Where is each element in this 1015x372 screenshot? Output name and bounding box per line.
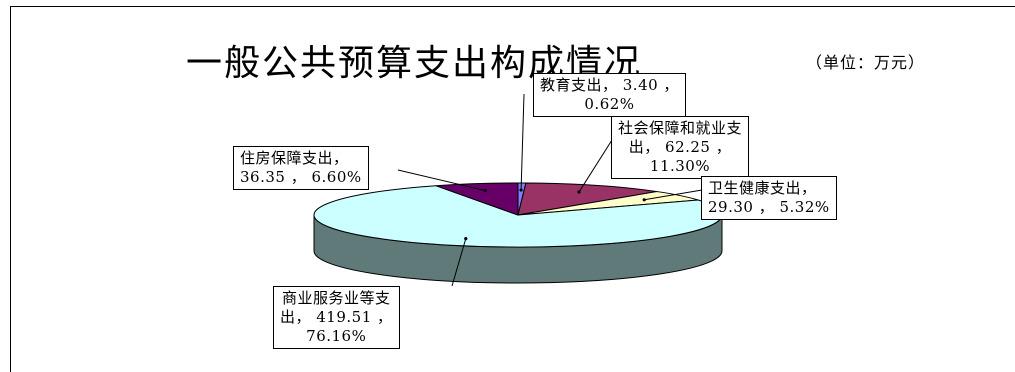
label-education: 教育支出， 3.40 ， 0.62% xyxy=(533,73,686,117)
label-health: 卫生健康支出， 29.30 ， 5.32% xyxy=(701,176,837,220)
leader-line-1 xyxy=(578,139,613,193)
unit-note: （单位：万元） xyxy=(806,53,926,72)
label-commerce-line3: 76.16% xyxy=(306,327,367,345)
label-commerce-line1: 商业服务业等支 xyxy=(282,289,391,307)
label-social-security: 社会保障和就业支 出， 62.25 ， 11.30% xyxy=(611,116,750,179)
leader-dot-4 xyxy=(483,188,487,193)
pie-slice-3 xyxy=(313,185,723,248)
frame-top-border xyxy=(10,6,1015,7)
label-health-line2: 29.30 ， 5.32% xyxy=(708,198,830,216)
leader-dot-0 xyxy=(519,188,523,192)
label-commerce: 商业服务业等支 出， 419.51 ， 76.16% xyxy=(273,286,400,349)
label-commerce-line2: 出， 419.51 ， xyxy=(280,308,393,326)
leader-dot-2 xyxy=(642,198,646,202)
label-education-line1: 教育支出， 3.40 ， xyxy=(540,76,679,94)
label-housing-line2: 36.35 ， 6.60% xyxy=(240,168,362,186)
leader-line-0 xyxy=(520,93,525,191)
leader-dot-3 xyxy=(464,236,468,241)
label-social-line3: 11.30% xyxy=(649,157,711,175)
label-housing-line1: 住房保障支出， xyxy=(240,149,349,167)
pie-slice-1 xyxy=(517,182,657,216)
leader-line-3 xyxy=(451,238,467,287)
label-education-line2: 0.62% xyxy=(584,95,635,113)
label-social-line2: 出， 62.25 ， xyxy=(628,138,732,156)
pie-slice-4 xyxy=(435,182,519,216)
leader-line-2 xyxy=(644,189,703,201)
label-social-line1: 社会保障和就业支 xyxy=(618,119,743,137)
frame-left-border xyxy=(10,6,11,372)
leader-line-4 xyxy=(397,169,486,192)
label-health-line1: 卫生健康支出， xyxy=(708,179,817,197)
leader-dot-1 xyxy=(577,190,581,194)
label-housing: 住房保障支出， 36.35 ， 6.60% xyxy=(233,146,369,190)
